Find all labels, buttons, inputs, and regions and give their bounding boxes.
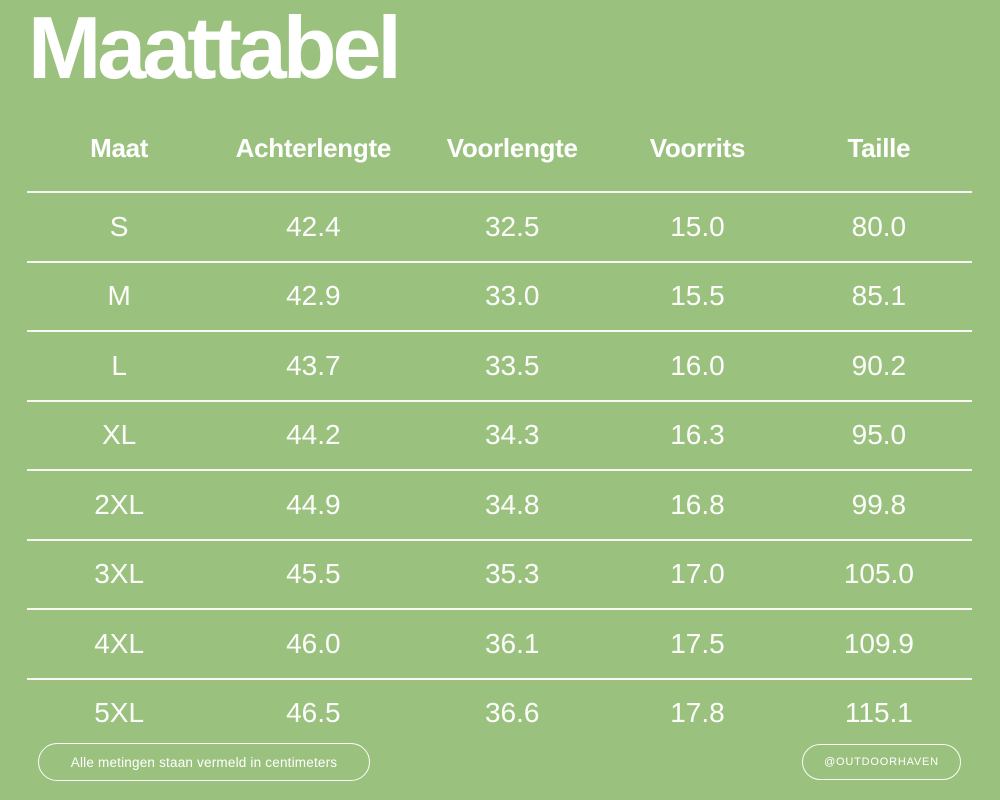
measurement-note-badge: Alle metingen staan vermeld in centimete… [38,743,370,781]
measurement-value-cell: 17.5 [670,627,725,659]
column-header-maat: Maat [90,132,149,163]
column-header-taille: Taille [847,132,911,163]
table-row: 4XL 46.0 36.1 17.5 109.9 [27,610,972,680]
measurement-value-cell: 46.5 [286,697,341,729]
table-row: L 43.7 33.5 16.0 90.2 [27,332,972,402]
measurement-value-cell: 33.0 [484,280,540,312]
table-header-row: Maat Achterlengte Voorlengte Voorrits Ta… [27,105,972,193]
measurement-value-cell: 16.8 [670,488,725,520]
measurement-value-cell: 42.9 [286,280,341,312]
table-row: 5XL 46.5 36.6 17.8 115.1 [27,680,972,748]
size-label-cell: S [109,210,129,242]
page-title: Maattabel [28,0,402,97]
measurement-value-cell: 105.0 [843,558,914,590]
measurement-value-cell: 35.3 [484,558,540,590]
measurement-value-cell: 43.7 [286,349,341,381]
measurement-value-cell: 95.0 [851,419,907,451]
size-label-cell: M [107,280,131,312]
measurement-value-cell: 99.8 [851,488,907,520]
measurement-value-cell: 15.0 [670,210,725,242]
measurement-value-cell: 44.2 [286,419,341,451]
measurement-note-text: Alle metingen staan vermeld in centimete… [70,754,338,770]
measurement-value-cell: 109.9 [843,627,914,659]
measurement-value-cell: 34.8 [484,488,540,520]
measurement-value-cell: 34.3 [484,419,540,451]
size-table: Maat Achterlengte Voorlengte Voorrits Ta… [27,105,972,747]
measurement-value-cell: 80.0 [851,210,907,242]
measurement-value-cell: 17.8 [670,697,725,729]
column-header-voorrits: Voorrits [649,132,746,163]
brand-handle-text: @OUTDOORHAVEN [824,756,939,768]
measurement-value-cell: 45.5 [286,558,341,590]
column-header-achterlengte: Achterlengte [235,132,392,163]
measurement-value-cell: 44.9 [286,488,341,520]
size-label-cell: 4XL [94,627,145,659]
measurement-value-cell: 15.5 [670,280,725,312]
table-body: S 42.4 32.5 15.0 80.0 M 42.9 33.0 15.5 85.1 L 43.7 3… [27,193,972,747]
size-label-cell: 3XL [94,558,145,590]
measurement-value-cell: 32.5 [484,210,540,242]
measurement-value-cell: 115.1 [844,697,913,729]
measurement-value-cell: 42.4 [286,210,341,242]
measurement-value-cell: 90.2 [851,349,907,381]
measurement-value-cell: 36.6 [484,697,540,729]
table-row: S 42.4 32.5 15.0 80.0 [27,193,972,263]
column-header-voorlengte: Voorlengte [446,132,578,163]
table-row: 3XL 45.5 35.3 17.0 105.0 [27,541,972,610]
measurement-value-cell: 46.0 [286,627,341,659]
table-row: M 42.9 33.0 15.5 85.1 [27,263,972,332]
size-label-cell: L [111,349,127,381]
measurement-value-cell: 16.0 [670,349,725,381]
size-label-cell: XL [102,419,137,451]
brand-handle-badge: @OUTDOORHAVEN [802,744,961,780]
measurement-value-cell: 85.1 [851,280,907,312]
size-label-cell: 2XL [94,488,145,520]
measurement-value-cell: 36.1 [484,627,540,659]
measurement-value-cell: 16.3 [670,419,725,451]
measurement-value-cell: 33.5 [484,349,540,381]
table-row: 2XL 44.9 34.8 16.8 99.8 [27,471,972,541]
measurement-value-cell: 17.0 [670,558,725,590]
table-row: XL 44.2 34.3 16.3 95.0 [27,402,972,471]
size-label-cell: 5XL [94,697,145,729]
